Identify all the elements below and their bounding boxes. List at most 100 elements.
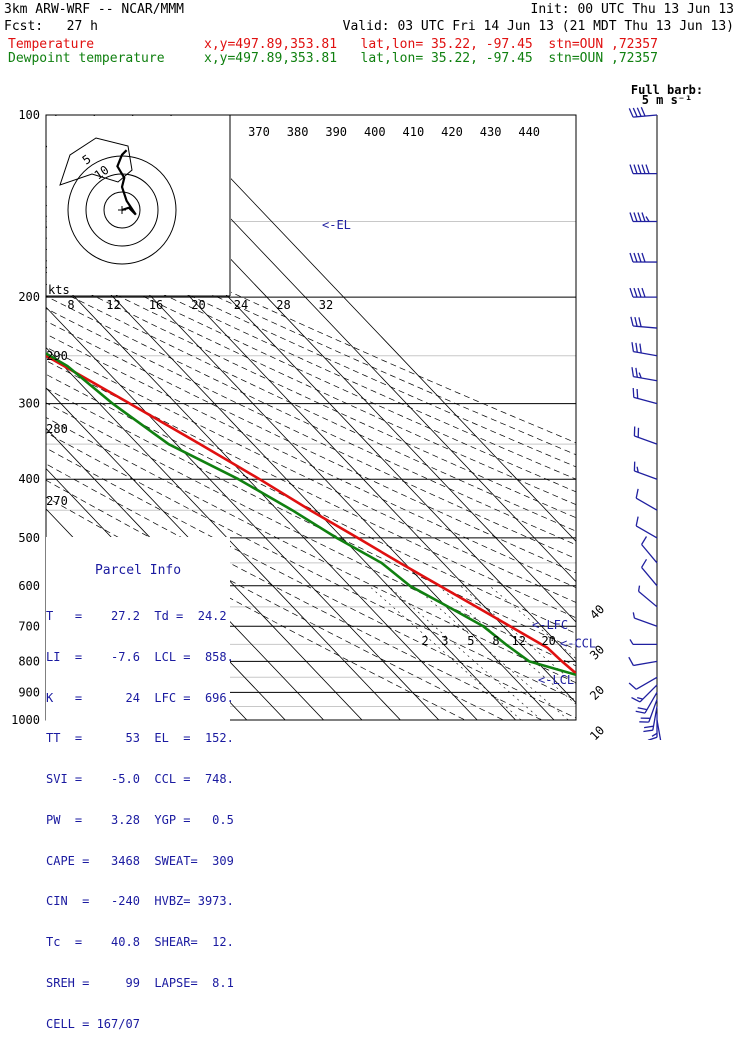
barb-flag bbox=[640, 344, 641, 353]
barb-flag bbox=[637, 108, 641, 117]
barb-flag bbox=[637, 389, 638, 399]
parcel-row: LI = -7.6 LCL = 858. bbox=[46, 651, 230, 665]
wind-barb bbox=[629, 657, 657, 665]
level-annotation: <-CCL bbox=[560, 637, 596, 651]
parcel-row: CIN = -240 HVBZ= 3973. bbox=[46, 895, 230, 909]
pressure-tick-label: 900 bbox=[18, 685, 40, 699]
mixing-ratio-label: 12 bbox=[512, 634, 526, 648]
barb-staff bbox=[633, 661, 657, 665]
parcel-row: K = 24 LFC = 696. bbox=[46, 692, 230, 706]
wind-barb bbox=[631, 317, 657, 328]
barb-flag bbox=[636, 489, 638, 498]
mixing-ratio-label: 3 bbox=[441, 634, 448, 648]
barb-flag bbox=[642, 213, 645, 222]
barb-flag bbox=[638, 165, 641, 174]
barb-flag bbox=[634, 253, 637, 262]
wind-barb bbox=[630, 213, 657, 222]
theta-e-label: 410 bbox=[403, 125, 425, 139]
barb-flag bbox=[633, 108, 637, 117]
theta-e-label: 390 bbox=[325, 125, 347, 139]
pressure-tick-label: 600 bbox=[18, 579, 40, 593]
mixing-ratio-label: 5 bbox=[467, 634, 474, 648]
barb-flag bbox=[638, 708, 647, 710]
wind-barb bbox=[636, 489, 657, 510]
barb-flag bbox=[629, 683, 636, 689]
level-annotation: <-LFC bbox=[532, 618, 568, 632]
barb-flag bbox=[633, 388, 634, 397]
barb-flag bbox=[630, 213, 633, 222]
mixing-ratio-label: 20 bbox=[541, 634, 555, 648]
dry-adiabat-label: 290 bbox=[46, 349, 68, 363]
wind-barb bbox=[630, 639, 657, 644]
barb-flag bbox=[634, 288, 637, 297]
parcel-row: CAPE = 3468 SWEAT= 309 bbox=[46, 855, 230, 869]
barb-flag bbox=[643, 730, 652, 731]
barb-flag bbox=[630, 639, 633, 644]
barb-flag bbox=[637, 698, 643, 700]
barb-flag bbox=[636, 368, 637, 377]
theta-e-label: 440 bbox=[518, 125, 540, 139]
barb-flag bbox=[635, 317, 637, 326]
barb-flag bbox=[636, 517, 638, 526]
mixing-ratio-line bbox=[414, 586, 569, 720]
mixing-ratio-label: 8 bbox=[492, 634, 499, 648]
barb-flag bbox=[634, 213, 637, 222]
wind-barb bbox=[633, 612, 657, 626]
barb-flag bbox=[636, 343, 637, 352]
wind-barb bbox=[639, 586, 657, 607]
barb-flag bbox=[641, 107, 645, 116]
barb-flag bbox=[630, 165, 633, 174]
barb-flag bbox=[646, 217, 649, 222]
pressure-tick-label: 1000 bbox=[11, 713, 40, 727]
wind-barb bbox=[632, 342, 657, 356]
barb-flag bbox=[632, 367, 633, 376]
barb-flag bbox=[633, 612, 634, 618]
barb-staff bbox=[634, 618, 657, 626]
pressure-tick-label: 400 bbox=[18, 472, 40, 486]
barb-flag bbox=[642, 288, 645, 297]
pressure-tick-label: 700 bbox=[18, 619, 40, 633]
barb-flag bbox=[642, 165, 645, 174]
wind-barb bbox=[633, 388, 657, 404]
barb-flag bbox=[634, 165, 637, 174]
barb-flag bbox=[642, 559, 647, 567]
upper-mixing-ratio-label: 20 bbox=[191, 298, 205, 312]
parcel-row: T = 27.2 Td = 24.2 bbox=[46, 610, 230, 624]
barb-flag bbox=[638, 253, 641, 262]
wind-barb bbox=[642, 537, 657, 563]
barb-staff bbox=[639, 591, 657, 606]
hodograph-unit-label: kts bbox=[48, 283, 70, 297]
upper-mixing-ratio-label: 16 bbox=[149, 298, 163, 312]
pressure-tick-label: 200 bbox=[18, 290, 40, 304]
theta-e-label: 370 bbox=[248, 125, 270, 139]
wind-barb bbox=[642, 559, 657, 585]
upper-mixing-ratio-label: 32 bbox=[319, 298, 333, 312]
dry-adiabat-label: 280 bbox=[46, 422, 68, 436]
barb-staff bbox=[642, 545, 657, 563]
wind-barb bbox=[634, 462, 657, 480]
barb-flag bbox=[629, 108, 633, 117]
theta-e-label: 430 bbox=[480, 125, 502, 139]
barb-flag bbox=[652, 733, 657, 736]
barb-flag bbox=[642, 537, 647, 545]
parcel-row: SVI = -5.0 CCL = 748. bbox=[46, 773, 230, 787]
parcel-row: TT = 53 EL = 152. bbox=[46, 732, 230, 746]
theta-e-label: 380 bbox=[287, 125, 309, 139]
theta-e-label: 400 bbox=[364, 125, 386, 139]
barb-flag bbox=[639, 586, 640, 592]
pressure-tick-label: 500 bbox=[18, 531, 40, 545]
barb-flag bbox=[646, 165, 649, 174]
parcel-row: Tc = 40.8 SHEAR= 12. bbox=[46, 936, 230, 950]
wind-barb bbox=[636, 517, 657, 538]
parcel-row: CELL = 167/07 bbox=[46, 1018, 230, 1032]
upper-mixing-ratio-label: 8 bbox=[67, 298, 74, 312]
wind-legend-value: 5 m s⁻¹ bbox=[642, 93, 693, 107]
theta-e-label: 420 bbox=[441, 125, 463, 139]
upper-mixing-ratio-label: 24 bbox=[234, 298, 248, 312]
isotherm-label: 20 bbox=[587, 683, 607, 703]
wind-barb bbox=[632, 367, 657, 381]
wind-barb bbox=[629, 107, 657, 117]
barb-flag bbox=[631, 317, 633, 326]
barb-staff bbox=[636, 498, 657, 510]
